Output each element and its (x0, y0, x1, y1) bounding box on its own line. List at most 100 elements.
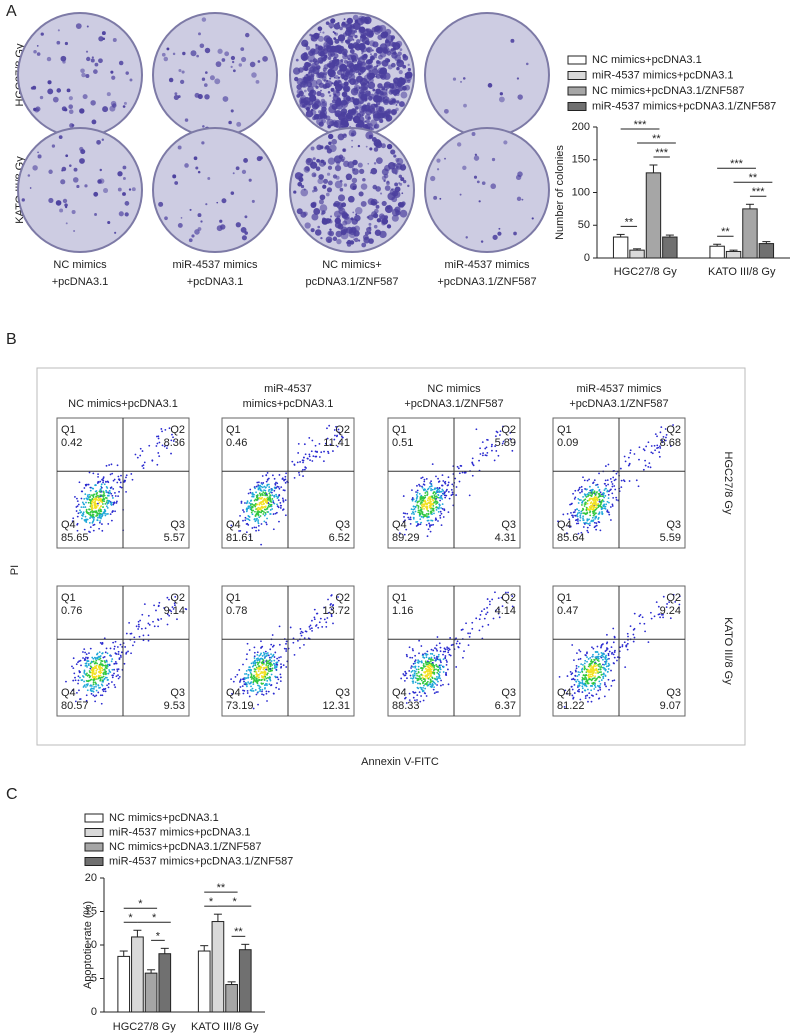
event-dot (301, 635, 303, 637)
event-dot (408, 670, 410, 672)
colony (166, 47, 169, 50)
event-dot (98, 675, 100, 677)
event-dot (414, 673, 416, 675)
event-dot (443, 509, 445, 511)
event-dot (114, 686, 116, 688)
event-dot (627, 643, 629, 645)
colony (310, 202, 316, 208)
event-dot (612, 628, 614, 630)
event-dot (648, 641, 650, 643)
event-dot (439, 642, 441, 644)
event-dot (427, 520, 429, 522)
event-dot (457, 640, 459, 642)
event-dot (491, 450, 493, 452)
colony (92, 120, 97, 125)
colony (398, 52, 402, 56)
event-dot (305, 453, 307, 455)
event-dot (274, 652, 276, 654)
event-dot (143, 635, 145, 637)
colony (79, 147, 83, 151)
event-dot (576, 665, 578, 667)
colony (368, 82, 375, 89)
event-dot (270, 665, 272, 667)
column-label: NC mimics (427, 383, 481, 395)
y-axis-label: Number of colonies (554, 145, 566, 240)
event-dot (113, 684, 115, 686)
quadrant-value: 9.14 (164, 605, 185, 617)
event-dot (421, 512, 423, 514)
event-dot (612, 483, 614, 485)
event-dot (433, 512, 435, 514)
event-dot (416, 485, 418, 487)
event-dot (438, 481, 440, 483)
event-dot (404, 680, 406, 682)
event-dot (130, 633, 132, 635)
event-dot (405, 673, 407, 675)
event-dot (135, 454, 137, 456)
event-dot (88, 508, 90, 510)
quadrant-value: 8.68 (660, 437, 681, 449)
event-dot (265, 651, 267, 653)
event-dot (601, 513, 603, 515)
legend-swatch (85, 814, 103, 822)
event-dot (439, 487, 441, 489)
colony (332, 65, 338, 71)
event-dot (418, 666, 420, 668)
event-dot (660, 431, 662, 433)
colony (474, 176, 477, 179)
event-dot (424, 665, 426, 667)
event-dot (279, 625, 281, 627)
event-dot (99, 499, 101, 501)
event-dot (250, 499, 252, 501)
event-dot (469, 494, 471, 496)
event-dot (425, 501, 427, 503)
event-dot (170, 453, 172, 455)
colony (241, 227, 247, 233)
colony (59, 208, 63, 212)
colony (338, 133, 345, 140)
row-label: HGC27/8 Gy (722, 452, 734, 515)
colony (76, 185, 79, 188)
bar (759, 244, 773, 258)
event-dot (251, 678, 253, 680)
event-dot (624, 641, 626, 643)
event-dot (261, 689, 263, 691)
event-dot (424, 672, 426, 674)
colony (297, 89, 303, 95)
colony (368, 238, 374, 244)
colony (219, 220, 222, 223)
event-dot (424, 492, 426, 494)
event-dot (283, 501, 285, 503)
event-dot (600, 647, 602, 649)
event-dot (269, 660, 271, 662)
colony (391, 110, 397, 116)
event-dot (86, 673, 88, 675)
colony (322, 185, 326, 189)
colony (396, 163, 403, 170)
event-dot (429, 486, 431, 488)
event-dot (418, 506, 420, 508)
event-dot (105, 677, 107, 679)
event-dot (160, 618, 162, 620)
colony (395, 186, 401, 192)
event-dot (444, 481, 446, 483)
event-dot (298, 443, 300, 445)
event-dot (577, 685, 579, 687)
colony (391, 86, 394, 89)
colony (59, 135, 63, 139)
event-dot (581, 685, 583, 687)
event-dot (111, 473, 113, 475)
event-dot (95, 660, 97, 662)
event-dot (256, 482, 258, 484)
event-dot (582, 681, 584, 683)
event-dot (264, 515, 266, 517)
colony (117, 171, 122, 176)
event-dot (272, 502, 274, 504)
event-dot (414, 675, 416, 677)
column-label: +pcDNA3.1 (52, 276, 109, 288)
quadrant-value: 4.14 (495, 605, 516, 617)
colony (475, 154, 477, 156)
event-dot (280, 676, 282, 678)
colony (365, 28, 368, 31)
event-dot (491, 599, 493, 601)
